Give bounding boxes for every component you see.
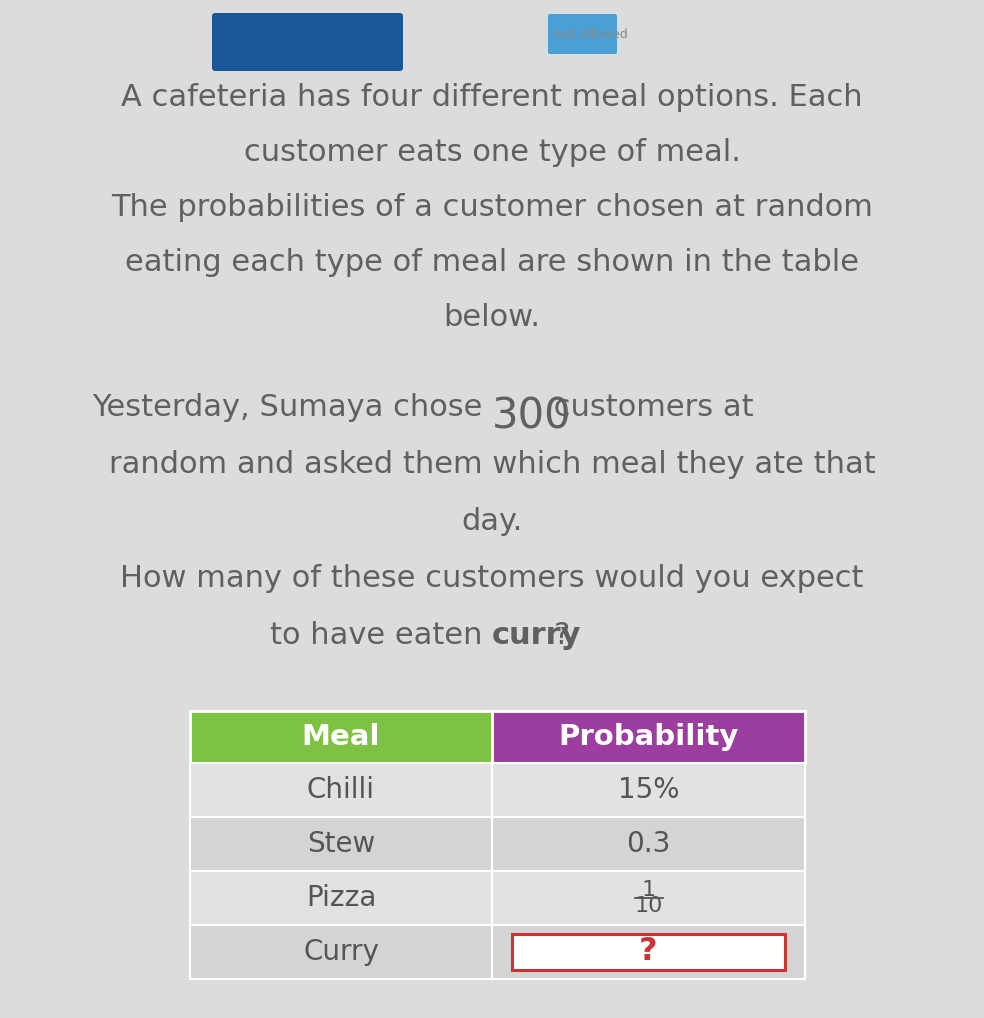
Text: 1: 1 [642,880,655,900]
Text: below.: below. [444,303,540,332]
Text: eating each type of meal are shown in the table: eating each type of meal are shown in th… [125,248,859,277]
FancyBboxPatch shape [190,925,492,979]
FancyBboxPatch shape [190,817,492,871]
Text: day.: day. [461,507,523,536]
FancyBboxPatch shape [492,871,805,925]
Text: curry: curry [492,621,582,651]
Text: ?: ? [640,937,658,967]
Text: customer eats one type of meal.: customer eats one type of meal. [244,138,740,167]
Text: Pizza: Pizza [306,884,376,912]
FancyBboxPatch shape [492,711,805,764]
Text: 300: 300 [492,395,572,437]
FancyBboxPatch shape [492,925,805,979]
Text: Chilli: Chilli [307,776,375,804]
Text: A cafeteria has four different meal options. Each: A cafeteria has four different meal opti… [121,83,863,112]
Text: not allowed: not allowed [555,27,628,41]
FancyBboxPatch shape [212,13,403,71]
FancyBboxPatch shape [548,14,617,54]
Text: Meal: Meal [302,723,380,751]
Text: Stew: Stew [307,830,375,858]
Text: 15%: 15% [618,776,679,804]
FancyBboxPatch shape [492,764,805,817]
Text: random and asked them which meal they ate that: random and asked them which meal they at… [108,450,876,479]
Text: to have eaten: to have eaten [270,621,492,651]
Text: ?: ? [554,621,571,651]
Text: 10: 10 [635,896,662,916]
Text: How many of these customers would you expect: How many of these customers would you ex… [120,564,864,593]
Text: customers at: customers at [544,393,754,422]
FancyBboxPatch shape [190,871,492,925]
Text: Curry: Curry [303,938,379,966]
FancyBboxPatch shape [190,711,492,764]
Text: Yesterday, Sumaya chose: Yesterday, Sumaya chose [92,393,492,422]
FancyBboxPatch shape [492,817,805,871]
Text: The probabilities of a customer chosen at random: The probabilities of a customer chosen a… [111,193,873,222]
Text: Probability: Probability [558,723,739,751]
Text: 0.3: 0.3 [626,830,671,858]
FancyBboxPatch shape [190,764,492,817]
FancyBboxPatch shape [512,934,785,970]
